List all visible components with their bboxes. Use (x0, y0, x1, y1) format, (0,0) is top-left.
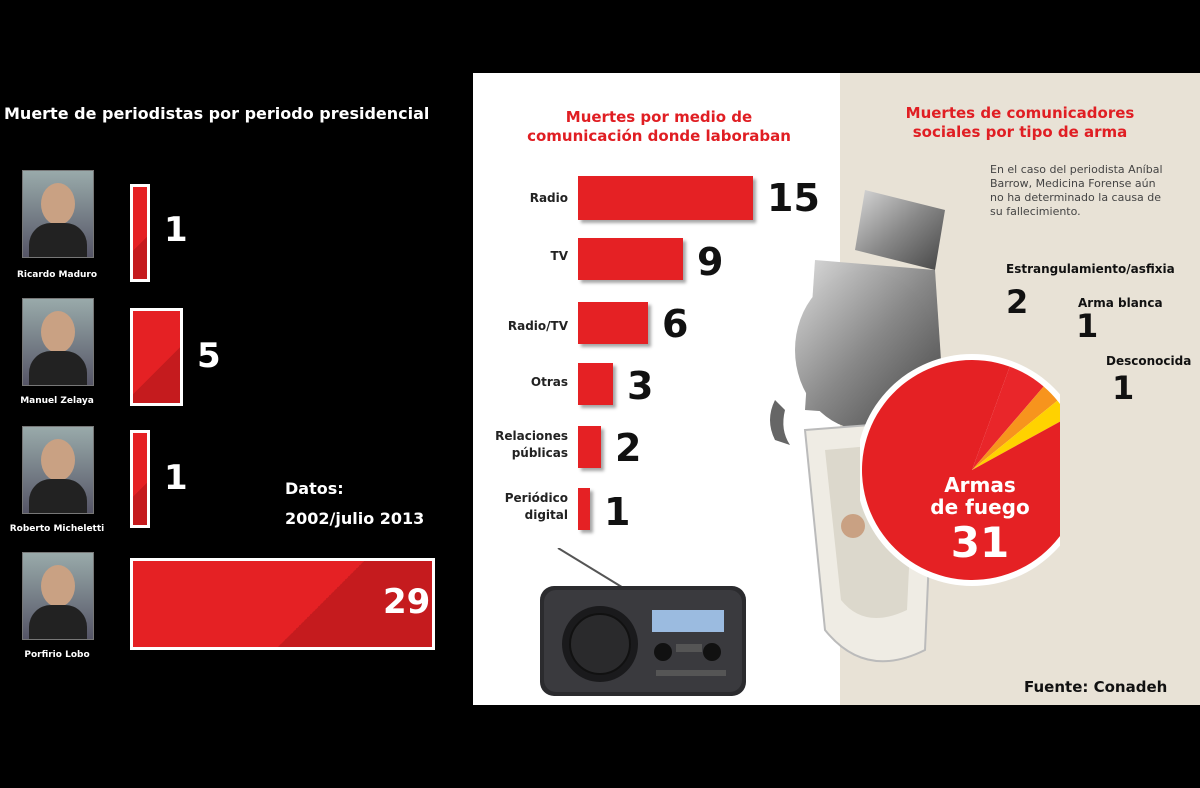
pie-slice-arma-blanca (972, 386, 1058, 470)
presidential-bar (130, 430, 150, 528)
data-period-note: Datos: 2002/julio 2013 (285, 474, 424, 534)
presidential-bar (130, 184, 150, 282)
media-label: TV (473, 248, 568, 265)
presidential-bar (130, 308, 183, 406)
note-line: su fallecimiento. (990, 205, 1081, 218)
presidential-value: 29 (383, 582, 431, 622)
note-line: Barrow, Medicina Forense aún (990, 177, 1156, 190)
presidential-value: 1 (164, 458, 188, 498)
media-label: Otras (473, 374, 568, 391)
media-label-line: Relaciones (495, 429, 568, 443)
presidential-value: 1 (164, 210, 188, 250)
photo-ricardo-maduro (22, 170, 94, 258)
media-value: 1 (604, 490, 631, 534)
media-bar (578, 488, 590, 530)
pie-label: Arma blanca (1078, 296, 1163, 310)
media-label-line: digital (524, 508, 568, 522)
presidential-value: 5 (197, 336, 221, 376)
president-name: Roberto Micheletti (9, 524, 105, 534)
radio-illustration (540, 548, 746, 696)
pie-label: Desconocida (1106, 354, 1192, 368)
pie-main-label: Armas de fuego (872, 474, 1088, 518)
president-name: Porfirio Lobo (24, 650, 90, 660)
president-name: Ricardo Maduro (16, 270, 98, 280)
media-label-line: Periódico (504, 491, 568, 505)
barrow-note: En el caso del periodista Aníbal Barrow,… (990, 163, 1190, 219)
media-bar (578, 238, 683, 280)
media-bar (578, 176, 753, 220)
photo-manuel-zelaya (22, 298, 94, 386)
media-label: Radio/TV (473, 318, 568, 335)
media-label: Relaciones públicas (473, 428, 568, 462)
weapon-title-line: Muertes de comunicadores (905, 104, 1135, 122)
pie-main-label-line: de fuego (930, 495, 1030, 519)
datos-label: Datos: (285, 479, 344, 498)
pie-slice-armas-de-fuego (862, 360, 1060, 580)
source-credit: Fuente: Conadeh (1024, 678, 1168, 696)
media-label: Radio (473, 190, 568, 207)
pie-main-label-line: Armas (944, 473, 1016, 497)
photo-roberto-micheletti (22, 426, 94, 514)
datos-range: 2002/julio 2013 (285, 509, 425, 528)
photo-porfirio-lobo (22, 552, 94, 640)
media-value: 9 (697, 240, 724, 284)
media-label-line: públicas (511, 446, 568, 460)
media-title-line: comunicación donde laboraban (527, 127, 791, 145)
presidential-bar (130, 558, 435, 650)
note-line: no ha determinado la causa de (990, 191, 1162, 204)
note-line: En el caso del periodista Aníbal (990, 163, 1163, 176)
pie-main-value: 31 (950, 518, 1010, 567)
media-label-line: Radio (529, 191, 568, 205)
pie-value: 2 (1006, 283, 1029, 321)
media-bar (578, 426, 601, 468)
media-label-line: TV (550, 249, 568, 263)
media-label-line: Otras (530, 375, 568, 389)
media-bar (578, 363, 613, 405)
media-chart-title: Muertes por medio de comunicación donde … (478, 108, 840, 146)
media-label: Periódico digital (473, 490, 568, 524)
presidential-chart-title: Muerte de periodistas por periodo presid… (4, 104, 430, 123)
media-value: 6 (662, 302, 689, 346)
pie-value: 1 (1112, 369, 1135, 407)
media-label-line: Radio/TV (507, 319, 568, 333)
president-name: Manuel Zelaya (20, 396, 94, 406)
weapon-pie-chart (860, 354, 1060, 586)
media-bar (578, 302, 648, 344)
pie-label: Estrangulamiento/asfixia (1006, 262, 1175, 276)
media-value: 2 (615, 426, 642, 470)
weapon-chart-title: Muertes de comunicadores sociales por ti… (840, 104, 1200, 142)
pie-slice-desconocida (972, 400, 1060, 470)
media-value: 15 (767, 176, 820, 220)
pie-value: 1 (1076, 307, 1099, 345)
weapon-title-line: sociales por tipo de arma (912, 123, 1128, 141)
media-title-line: Muertes por medio de (565, 108, 753, 126)
pie-slice-estrangulamiento (972, 366, 1044, 470)
media-value: 3 (627, 364, 654, 408)
